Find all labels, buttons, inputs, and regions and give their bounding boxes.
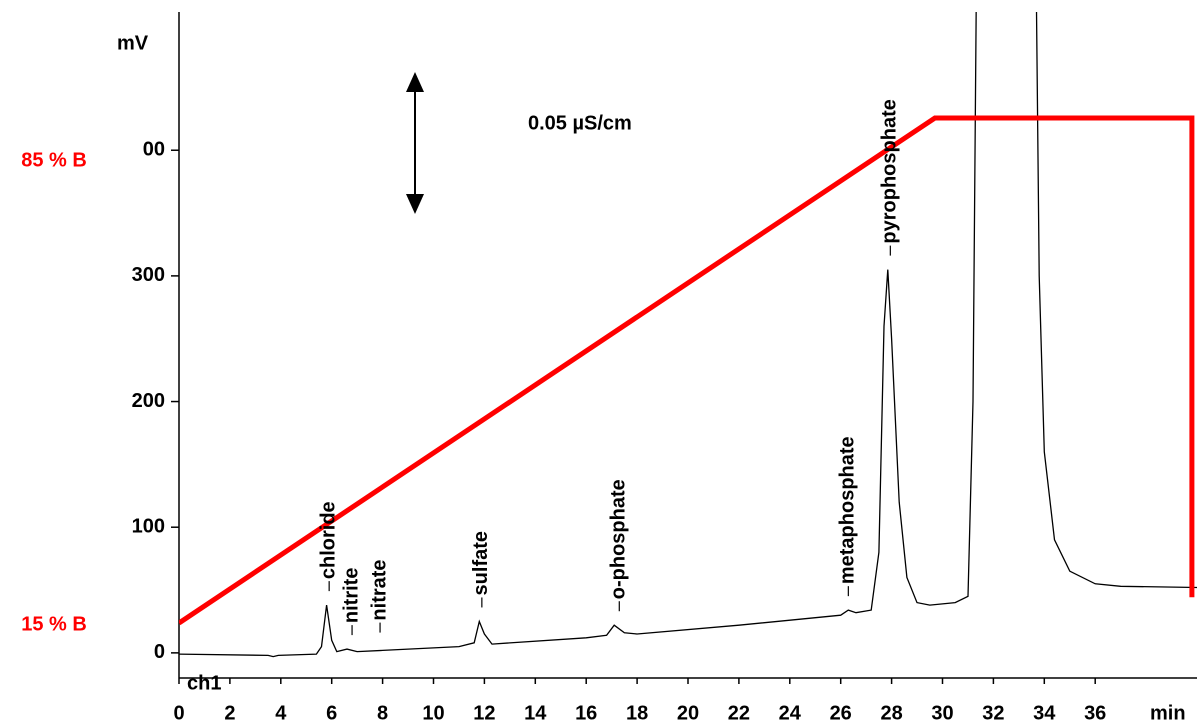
- x-tick-label: 32: [982, 702, 1004, 724]
- x-tick-label: 16: [575, 702, 597, 724]
- y-tick-label: 300: [132, 264, 165, 286]
- series-label: ch1: [187, 672, 221, 694]
- x-tick-label: 0: [173, 702, 184, 724]
- plot-area: [179, 12, 1198, 658]
- y2-tick-label: 85 % B: [21, 149, 87, 171]
- x-tick-label: 22: [728, 702, 750, 724]
- x-tick-label: 20: [677, 702, 699, 724]
- peak-label: nitrate: [368, 559, 390, 620]
- x-tick-label: 4: [275, 702, 287, 724]
- x-tick-label: 24: [779, 702, 802, 724]
- x-tick-label: 6: [326, 702, 337, 724]
- x-tick-label: 12: [473, 702, 495, 724]
- peak-label: pyrophosphate: [879, 99, 901, 243]
- scale-label: 0.05 µS/cm: [528, 112, 632, 134]
- x-tick-label: 30: [931, 702, 953, 724]
- y-axis-label: mV: [117, 32, 149, 54]
- x-tick-label: 2: [224, 702, 235, 724]
- trace-line: [179, 12, 1198, 658]
- x-tick-label: 26: [830, 702, 852, 724]
- y-tick-label: 100: [132, 515, 165, 537]
- x-tick-label: 8: [377, 702, 388, 724]
- y-tick-label: 0: [154, 641, 165, 663]
- peak-label: sulfate: [470, 531, 492, 595]
- x-tick-label: 10: [422, 702, 444, 724]
- scale-arrow: [406, 72, 424, 214]
- x-axis-label: min: [1150, 702, 1186, 724]
- x-tick-label: 34: [1033, 702, 1056, 724]
- peak-label: nitrite: [340, 568, 362, 624]
- y2-tick-label: 15 % B: [21, 613, 87, 635]
- x-tick-label: 18: [626, 702, 648, 724]
- x-tick-label: 36: [1084, 702, 1106, 724]
- gradient-line: [179, 115, 1195, 626]
- peak-label: chloride: [317, 501, 339, 579]
- peak-label: metaphosphate: [837, 436, 859, 584]
- x-tick-label: 14: [524, 702, 547, 724]
- y-tick-label: 00: [143, 139, 165, 161]
- peak-label: o-phosphate: [608, 479, 630, 599]
- y-tick-label: 200: [132, 390, 165, 412]
- x-tick-label: 28: [880, 702, 902, 724]
